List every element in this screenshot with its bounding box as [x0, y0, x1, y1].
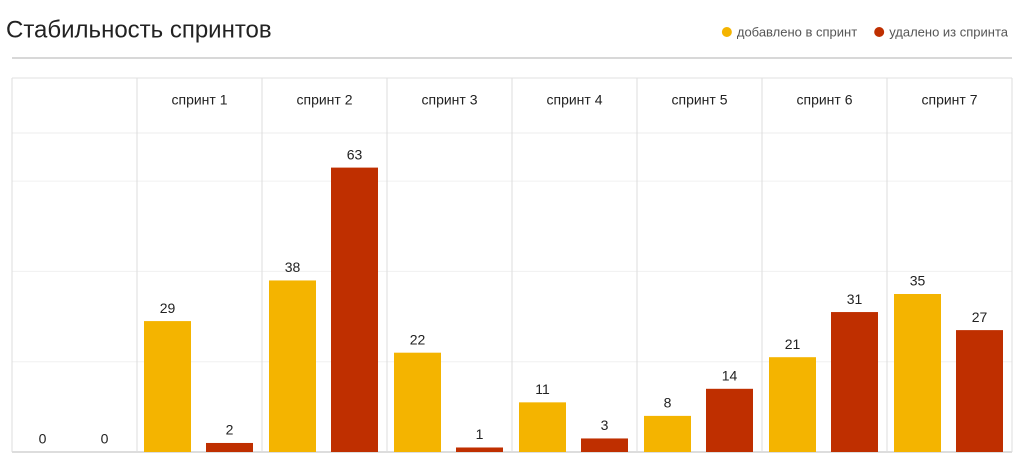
value-label: 63: [347, 146, 363, 162]
bar: [144, 321, 191, 452]
bar: [581, 438, 628, 452]
legend-marker: [721, 27, 732, 37]
bar: [894, 294, 941, 452]
bar: [769, 357, 816, 452]
bar: [519, 402, 566, 452]
value-label: 38: [285, 259, 301, 275]
x-tick-label: спринт 4: [546, 92, 602, 108]
bar: [394, 352, 441, 452]
x-tick-label: спринт 6: [796, 92, 852, 108]
bar: [206, 442, 253, 452]
value-label: 29: [160, 300, 176, 316]
value-label: 31: [847, 291, 863, 307]
value-label: 21: [785, 336, 801, 352]
x-tick-label: спринт 7: [921, 92, 977, 108]
x-tick-label: спринт 2: [296, 92, 352, 108]
x-tick-label: спринт 1: [171, 92, 227, 108]
bar: [831, 312, 878, 452]
value-label: 14: [722, 368, 738, 384]
value-label: 3: [601, 417, 609, 433]
bar: [956, 330, 1003, 452]
bar: [269, 280, 316, 452]
value-label: 0: [39, 431, 47, 447]
value-label: 22: [410, 331, 426, 347]
chart-title: Стабильность спринтов: [6, 16, 272, 43]
value-label: 11: [535, 381, 550, 397]
bar: [331, 167, 378, 452]
value-label: 35: [910, 273, 926, 289]
bar: [644, 415, 691, 452]
x-tick-label: спринт 3: [421, 92, 477, 108]
bar: [456, 447, 503, 452]
value-label: 2: [226, 422, 234, 438]
value-label: 27: [972, 309, 988, 325]
bar: [706, 388, 753, 452]
legend-label: удалено из спринта: [889, 24, 1009, 39]
legend-marker: [874, 27, 885, 37]
legend-label: добавлено в спринт: [737, 24, 857, 39]
value-label: 8: [664, 395, 672, 411]
value-label: 1: [476, 426, 484, 442]
value-label: 0: [101, 431, 109, 447]
x-tick-label: спринт 5: [671, 92, 727, 108]
